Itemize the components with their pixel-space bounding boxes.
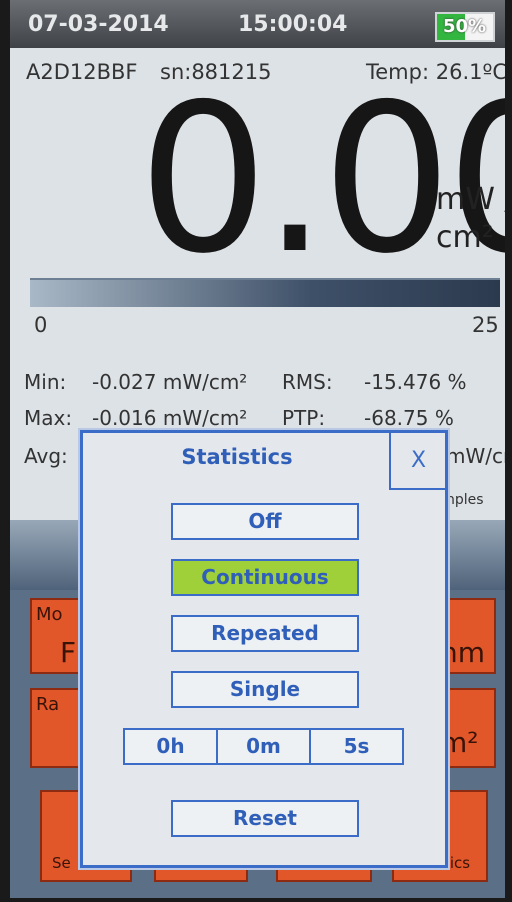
option-button[interactable]: Continuous bbox=[171, 559, 359, 596]
stat-unit: mW/cm bbox=[446, 444, 505, 468]
reset-button[interactable]: Reset bbox=[171, 800, 359, 837]
interval-button[interactable]: 0h bbox=[123, 728, 218, 765]
stat-value: -0.027 mW/cm² bbox=[92, 370, 247, 394]
time: 15:00:04 bbox=[238, 12, 347, 37]
stat-value: -0.016 mW/cm² bbox=[92, 406, 247, 430]
stat-label: PTP: bbox=[282, 406, 325, 430]
close-button[interactable]: X bbox=[389, 433, 446, 490]
statistics-dialog: Statistics X Off Continuous Repeated Single… bbox=[80, 430, 448, 868]
stat-label: Max: bbox=[24, 406, 72, 430]
stat-value: -68.75 % bbox=[364, 406, 454, 430]
samples: nples bbox=[446, 492, 484, 508]
date: 07-03-2014 bbox=[28, 12, 169, 37]
button-value: F bbox=[60, 636, 76, 669]
battery-text: 50% bbox=[443, 16, 486, 37]
button-label: Ra bbox=[36, 694, 59, 715]
battery: 50% bbox=[435, 12, 495, 42]
option-button[interactable]: Repeated bbox=[171, 615, 359, 652]
option-button[interactable]: Single bbox=[171, 671, 359, 708]
interval-button[interactable]: 0m bbox=[216, 728, 311, 765]
scale-min: 0 bbox=[34, 313, 47, 337]
scale-max: 25 bbox=[472, 313, 499, 337]
button-label: Mo bbox=[36, 604, 63, 625]
stat-label: Avg: bbox=[24, 444, 68, 468]
button-label: Se bbox=[52, 854, 71, 872]
page: { "status_bar": {"date": "07-03-2014", "… bbox=[0, 0, 512, 902]
stat-label: RMS: bbox=[282, 370, 333, 394]
model: A2D12BBF bbox=[26, 60, 138, 84]
device-screen: 07-03-2014 15:00:04 50% A2D12BBF sn:8812… bbox=[10, 0, 505, 898]
interval-button[interactable]: 5s bbox=[309, 728, 404, 765]
stat-value: -15.476 % bbox=[364, 370, 467, 394]
stat-label: Min: bbox=[24, 370, 66, 394]
status-bar: 07-03-2014 15:00:04 50% bbox=[10, 0, 505, 48]
gauge-bar bbox=[30, 278, 500, 307]
option-button[interactable]: Off bbox=[171, 503, 359, 540]
unit: cm² bbox=[436, 220, 494, 255]
dialog-title: Statistics bbox=[83, 445, 391, 469]
unit: mW / bbox=[436, 182, 505, 217]
